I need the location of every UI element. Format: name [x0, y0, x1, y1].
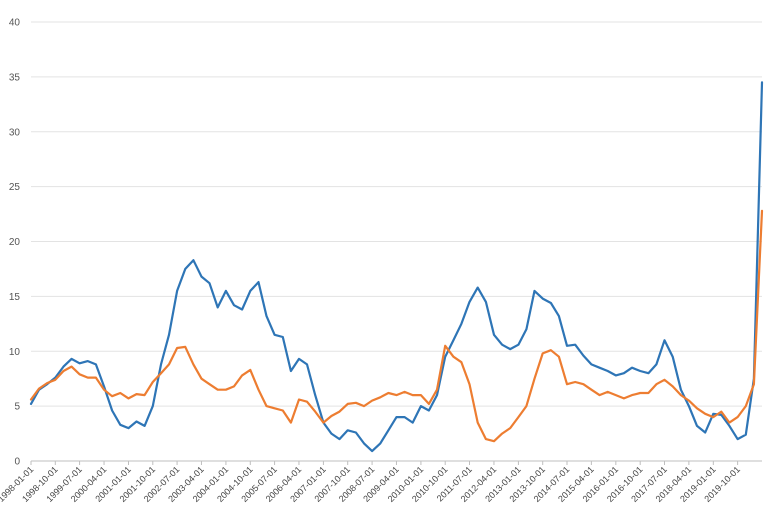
x-axis-ticks: 1998-01-011998-10-011999-07-012000-04-01… — [0, 461, 742, 504]
y-tick-label: 35 — [9, 72, 21, 83]
series-line-1 — [29, 81, 764, 453]
y-tick-label: 30 — [9, 127, 21, 138]
series-line-2 — [29, 209, 764, 443]
y-tick-label: 0 — [14, 457, 20, 468]
y-axis-ticks: 0 5 10 15 20 25 30 35 40 — [9, 18, 21, 468]
y-tick-label: 5 — [14, 402, 20, 413]
y-tick-label: 20 — [9, 237, 21, 248]
series-lines — [29, 81, 764, 453]
y-tick-label: 25 — [9, 182, 21, 193]
y-tick-label: 10 — [9, 347, 21, 358]
y-tick-label: 40 — [9, 18, 21, 29]
y-tick-label: 15 — [9, 292, 21, 303]
